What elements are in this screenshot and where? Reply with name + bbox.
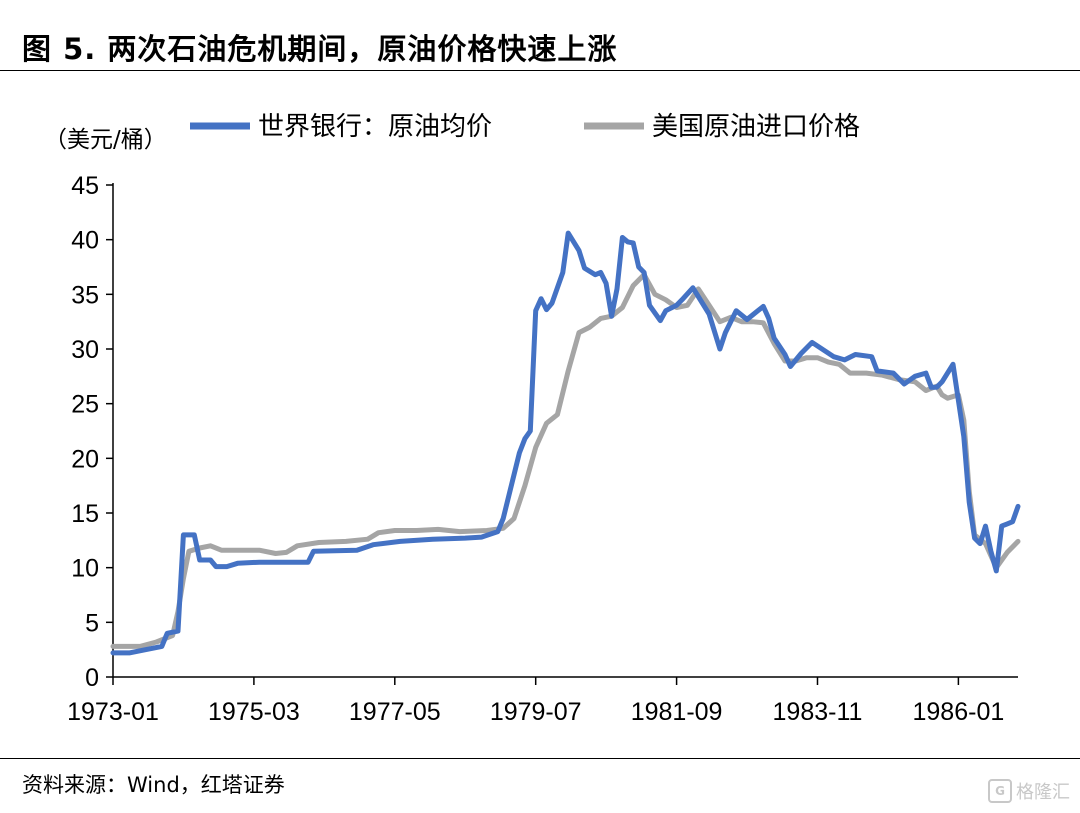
y-tick-label: 5: [85, 609, 99, 637]
chart-axes: 0 5 10 15 20 25 30 35 40 45 1973-01 1975-03 1977-05 1…: [67, 172, 1018, 726]
chart-plot-area: [110, 230, 1021, 656]
source-note: 资料来源：Wind，红塔证券: [22, 773, 285, 797]
series-line-us-import: [110, 272, 1021, 649]
y-tick-label: 35: [71, 281, 99, 309]
watermark: G 格隆汇: [988, 778, 1070, 804]
watermark-logo-icon: G: [988, 779, 1012, 803]
chart-legend: 世界银行：原油均价 美国原油进口价格: [190, 112, 860, 142]
series-line-world-bank: [110, 230, 1021, 656]
y-axis-unit-label: （美元/桶）: [44, 127, 167, 153]
watermark-text: 格隆汇: [1016, 782, 1070, 803]
y-tick-label: 30: [71, 336, 99, 364]
legend-label-world-bank: 世界银行：原油均价: [258, 112, 492, 142]
y-tick-label: 0: [85, 664, 99, 692]
x-tick-label: 1981-09: [631, 698, 723, 726]
y-tick-label: 20: [71, 445, 99, 473]
y-tick-label: 10: [71, 555, 99, 583]
legend-label-us-import: 美国原油进口价格: [652, 112, 860, 142]
y-tick-label: 25: [71, 391, 99, 419]
x-tick-label: 1979-07: [490, 698, 582, 726]
x-tick-label: 1973-01: [67, 698, 159, 726]
x-tick-label: 1983-11: [773, 698, 863, 726]
y-tick-label: 40: [71, 227, 99, 255]
x-tick-label: 1986-01: [913, 698, 1005, 726]
title-divider: [0, 70, 1080, 71]
page-title: 图 5. 两次石油危机期间，原油价格快速上涨: [22, 32, 618, 66]
y-tick-label: 45: [71, 172, 99, 200]
x-tick-label: 1977-05: [349, 698, 441, 726]
y-tick-label: 15: [71, 500, 99, 528]
x-tick-label: 1975-03: [208, 698, 300, 726]
footer-divider: [0, 758, 1080, 759]
